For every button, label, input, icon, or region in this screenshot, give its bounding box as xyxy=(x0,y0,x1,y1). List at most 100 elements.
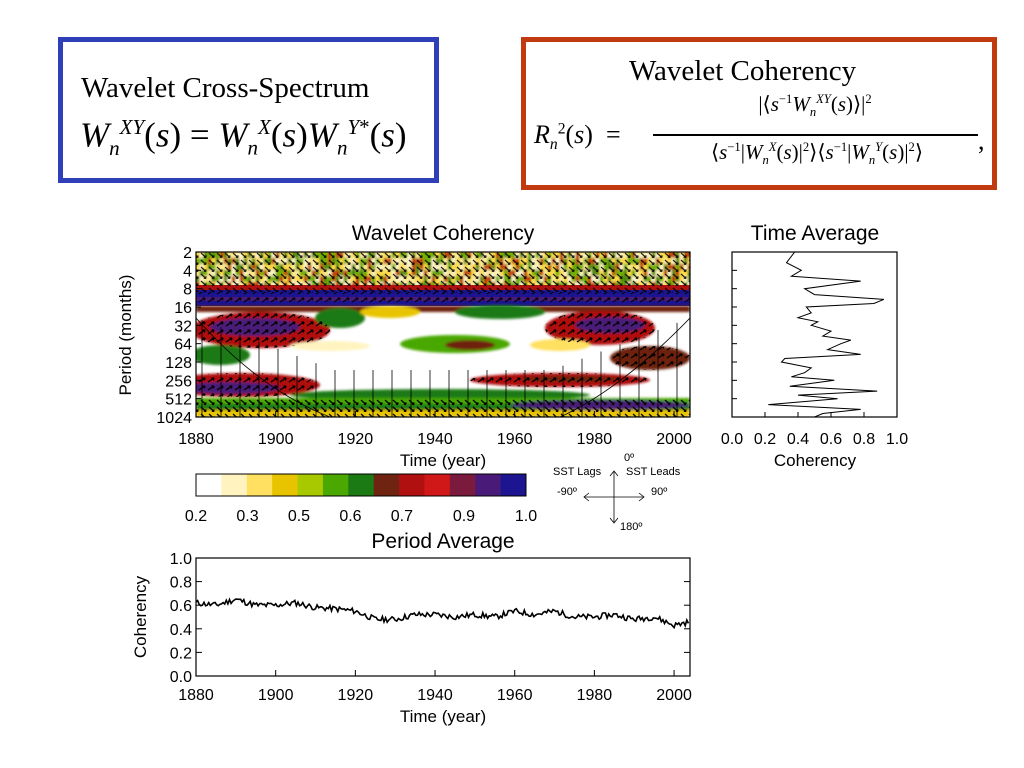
heatmap-xtick-label: 1980 xyxy=(577,431,613,448)
colorbar-tick-label: 0.3 xyxy=(236,508,258,525)
colorbar-cell xyxy=(272,474,286,496)
colorbar-tick-label: 0.7 xyxy=(391,508,413,525)
period-average-ytick-label: 0.0 xyxy=(170,669,192,686)
period-average-series-line xyxy=(195,597,690,630)
heatmap-xtick-label: 1920 xyxy=(338,431,374,448)
colorbar-cell xyxy=(259,474,273,496)
colorbar-cell xyxy=(475,474,489,496)
period-average-chart: Period Average 1880 1900 1920 1940 1960 1980 2… xyxy=(131,530,692,726)
period-average-xtick-label: 1940 xyxy=(417,687,453,704)
colorbar-cell xyxy=(196,474,210,496)
colorbar-cell xyxy=(386,474,400,496)
phase-right-text: SST Leads xyxy=(626,466,681,478)
period-average-xtick-label: 1920 xyxy=(338,687,374,704)
period-average-xtick-label: 1960 xyxy=(497,687,533,704)
coherency-heatmap: Wavelet Coherency xyxy=(116,222,692,470)
colorbar-cell xyxy=(297,474,311,496)
colorbar-cell xyxy=(487,474,502,496)
heatmap-ytick-label: 1024 xyxy=(156,410,192,427)
heatmap-xlabel: Time (year) xyxy=(400,451,486,470)
heatmap-ytick-label: 16 xyxy=(174,300,192,317)
cross-spectrum-box: Wavelet Cross-Spectrum WnXY(s) = WnX(s)W… xyxy=(58,37,439,183)
heatmap-ytick-label: 8 xyxy=(183,282,192,299)
time-average-xtick-label: 1.0 xyxy=(886,431,908,448)
phase-right-label: 90º xyxy=(651,486,667,498)
coherency-eq-fraction-bar xyxy=(653,134,978,136)
cross-spectrum-title: Wavelet Cross-Spectrum xyxy=(81,72,370,104)
coherency-eq-denominator: ⟨s−1|WnX(s)|2⟩⟨s−1|WnY(s)|2⟩ xyxy=(710,140,924,168)
colorbar-frame xyxy=(195,473,527,497)
period-average-ytick-label: 0.4 xyxy=(170,622,192,639)
heatmap-xtick-label: 2000 xyxy=(656,431,692,448)
heatmap-ytick-label: 256 xyxy=(165,373,192,390)
colorbar-cell xyxy=(500,474,514,496)
period-average-title: Period Average xyxy=(371,530,514,553)
colorbar-cell xyxy=(449,474,464,496)
colorbar-cell xyxy=(462,474,476,496)
period-average-ytick-label: 1.0 xyxy=(170,551,192,568)
period-average-xtick-label: 1980 xyxy=(577,687,613,704)
coherency-eq-lhs: Rn2(s) = xyxy=(534,120,621,154)
coherency-eq-numerator: |⟨s−1WnXY(s)⟩|2 xyxy=(758,92,872,120)
period-average-xtick-label: 2000 xyxy=(656,687,692,704)
time-average-xtick-label: 0.4 xyxy=(787,431,809,448)
time-average-xtick-label: 0.0 xyxy=(721,431,743,448)
period-average-ylabel: Coherency xyxy=(131,575,150,658)
colorbar-cell xyxy=(208,474,222,496)
heatmap-frame xyxy=(195,251,691,418)
time-average-xlabel: Coherency xyxy=(774,451,857,470)
phase-legend: 0º SST Lags SST Leads -90º 90º 180º xyxy=(553,452,681,533)
colorbar: 0.2 0.3 0.5 0.6 0.7 0.9 1.0 xyxy=(185,473,537,525)
colorbar-cell xyxy=(234,474,248,496)
time-average-chart: Time Average 0.0 0.2 0.4 0.6 0.8 1.0 Coherenc… xyxy=(721,222,908,470)
colorbar-tick-label: 0.6 xyxy=(339,508,361,525)
colorbar-cell xyxy=(322,474,337,496)
heatmap-ylabel: Period (months) xyxy=(116,275,135,396)
colorbar-cell xyxy=(361,474,375,496)
colorbar-cell xyxy=(373,474,387,496)
cross-spectrum-equation: WnXY(s) = WnX(s)WnY*(s) xyxy=(80,115,407,160)
time-average-xtick-label: 0.8 xyxy=(853,431,875,448)
time-average-frame xyxy=(731,251,898,418)
colorbar-cell xyxy=(399,474,413,496)
colorbar-cell xyxy=(348,474,362,496)
period-average-ytick-label: 0.8 xyxy=(170,575,192,592)
heatmap-xtick-label: 1880 xyxy=(178,431,214,448)
phase-up-label: 0º xyxy=(624,452,634,464)
heatmap-xtick-label: 1960 xyxy=(497,431,533,448)
colorbar-cell xyxy=(437,474,451,496)
colorbar-cell xyxy=(221,474,235,496)
heatmap-field xyxy=(196,252,690,417)
phase-left-text: SST Lags xyxy=(553,466,602,478)
heatmap-ytick-label: 512 xyxy=(165,392,192,409)
heatmap-ytick-label: 128 xyxy=(165,355,192,372)
coherency-box-title: Wavelet Coherency xyxy=(629,55,857,87)
coherency-eq-comma: , xyxy=(978,126,985,155)
colorbar-cell xyxy=(246,474,260,496)
colorbar-tick-label: 0.5 xyxy=(288,508,310,525)
time-average-title: Time Average xyxy=(751,222,879,245)
time-average-xtick-label: 0.6 xyxy=(820,431,842,448)
colorbar-tick-label: 1.0 xyxy=(515,508,537,525)
period-average-frame xyxy=(195,557,691,677)
coherency-box: Wavelet Coherency Rn2(s) = |⟨s−1WnXY(s)⟩… xyxy=(521,37,997,190)
period-average-xtick-label: 1900 xyxy=(258,687,294,704)
colorbar-cell xyxy=(310,474,324,496)
period-average-ytick-label: 0.2 xyxy=(170,645,192,662)
heatmap-xtick-label: 1900 xyxy=(258,431,294,448)
heatmap-xtick-label: 1940 xyxy=(417,431,453,448)
phase-left-label: -90º xyxy=(557,486,577,498)
phase-down-label: 180º xyxy=(620,521,642,533)
colorbar-cell xyxy=(284,474,299,496)
colorbar-cell xyxy=(411,474,425,496)
colorbar-tick-label: 0.9 xyxy=(453,508,475,525)
heatmap-ytick-label: 64 xyxy=(174,337,192,354)
heatmap-ytick-label: 32 xyxy=(174,318,192,335)
colorbar-tick-label: 0.2 xyxy=(185,508,207,525)
colorbar-cell xyxy=(424,474,438,496)
colorbar-cell xyxy=(335,474,349,496)
period-average-xtick-label: 1880 xyxy=(178,687,214,704)
period-average-ytick-label: 0.6 xyxy=(170,598,192,615)
time-average-xtick-label: 0.2 xyxy=(754,431,776,448)
